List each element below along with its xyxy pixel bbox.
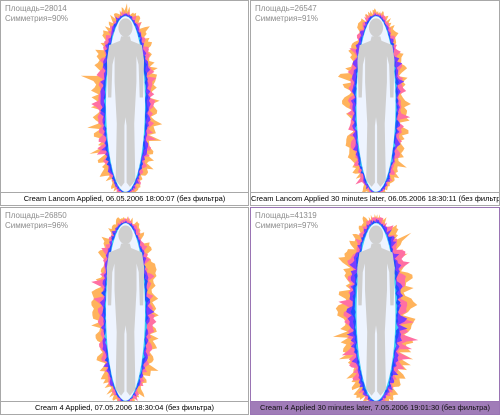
human-silhouette-icon <box>357 225 395 396</box>
aura-panel-2[interactable]: Площадь=26547 Симметрия=91% Cream Lancom… <box>250 0 500 206</box>
aura-panel-3[interactable]: Площадь=26850 Симметрия=96% Cream 4 Appl… <box>0 207 249 415</box>
area-value: Площадь=41319 <box>255 211 317 220</box>
symmetry-value: Симметрия=97% <box>255 221 319 230</box>
human-silhouette-icon <box>106 225 145 396</box>
aura-image <box>338 8 411 195</box>
panel-stats: Площадь=28014 Симметрия=90% <box>5 4 68 24</box>
human-silhouette-icon <box>106 18 145 187</box>
aura-image <box>333 214 419 404</box>
area-value: Площадь=28014 <box>5 4 67 13</box>
panel-caption: Cream Lancom Applied, 06.05.2006 18:00:0… <box>1 192 248 205</box>
aura-panel-4[interactable]: Площадь=41319 Симметрия=97% Cream 4 Appl… <box>250 207 500 415</box>
panel-stats: Площадь=41319 Симметрия=97% <box>255 211 318 231</box>
aura-panel-1[interactable]: Площадь=28014 Симметрия=90% Cream Lancom… <box>0 0 249 206</box>
panel-caption: Cream 4 Applied 30 minutes later, 7.05.2… <box>251 401 499 414</box>
symmetry-value: Симметрия=91% <box>255 14 319 23</box>
symmetry-value: Симметрия=96% <box>5 221 69 230</box>
area-value: Площадь=26547 <box>255 4 317 13</box>
panel-caption: Cream Lancom Applied 30 minutes later, 0… <box>251 192 499 205</box>
area-value: Площадь=26850 <box>5 211 67 220</box>
panel-stats: Площадь=26547 Симметрия=91% <box>255 4 318 24</box>
panel-caption: Cream 4 Applied, 07.05.2006 18:30:04 (бе… <box>1 401 248 414</box>
aura-image <box>80 3 163 195</box>
symmetry-value: Симметрия=90% <box>5 14 69 23</box>
panel-stats: Площадь=26850 Симметрия=96% <box>5 211 68 231</box>
human-silhouette-icon <box>357 18 395 187</box>
aura-image <box>91 216 159 404</box>
